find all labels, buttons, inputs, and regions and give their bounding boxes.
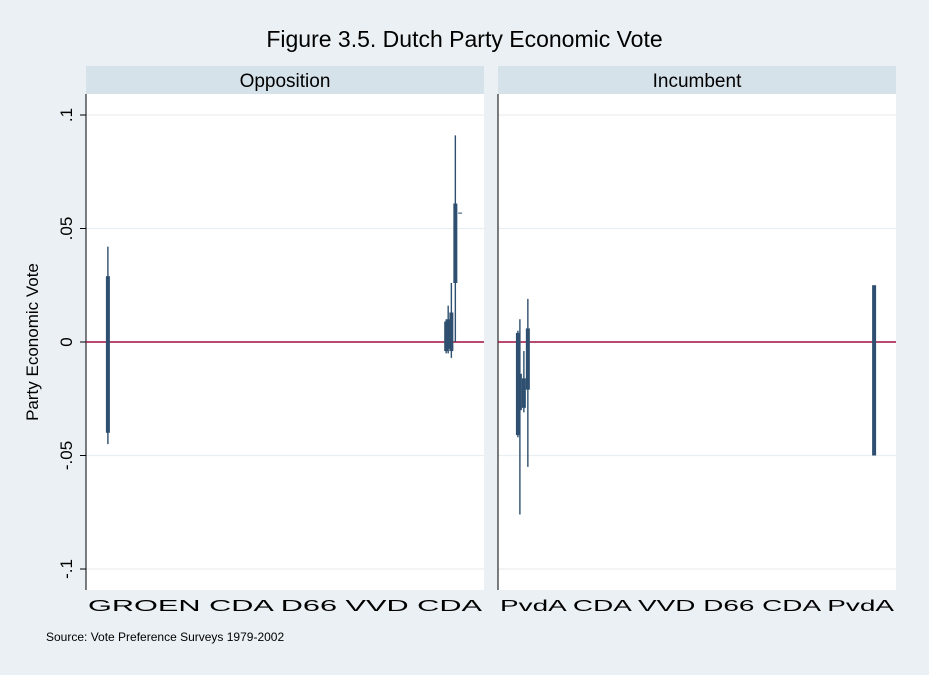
y-tick-label: .05 [57,217,76,241]
figure-title: Figure 3.5. Dutch Party Economic Vote [266,26,663,52]
x-tick-labels: PvdA CDA VVD D66 CDA PvdA [500,598,895,615]
confidence-interval-inner [525,328,530,390]
confidence-interval-inner [105,276,110,433]
y-axis-title-group: Party Economic Vote [23,263,42,421]
panels: Opposition -.1 -.05 0 .05 .1 GROEN CDA D66 VVD… [57,66,896,615]
y-axis-title: Party Economic Vote [23,263,42,421]
panel-header [498,66,896,94]
panel-incumbent: Incumbent PvdA CDA VVD D66 CDA PvdA [497,66,896,615]
panel-title: Opposition [240,71,331,92]
confidence-interval-inner [449,312,454,352]
confidence-interval-inner [446,319,451,349]
confidence-interval-inner [517,373,522,411]
y-tick-label: .1 [57,108,76,122]
x-tick-labels: GROEN CDA D66 VVD CDA [88,598,483,615]
source-note: Source: Vote Preference Surveys 1979-200… [46,630,285,644]
panel-opposition: Opposition -.1 -.05 0 .05 .1 GROEN CDA D66 VVD… [57,66,484,615]
panel-title: Incumbent [653,71,742,92]
confidence-interval-inner [453,203,458,283]
y-tick-label: 0 [57,337,76,346]
y-tick-label: -.05 [57,441,76,470]
confidence-interval-inner [872,285,877,456]
y-tick-label: -.1 [57,559,76,579]
panel-header [86,66,484,94]
confidence-interval-inner [521,378,526,408]
confidence-interval-inner [458,212,463,214]
